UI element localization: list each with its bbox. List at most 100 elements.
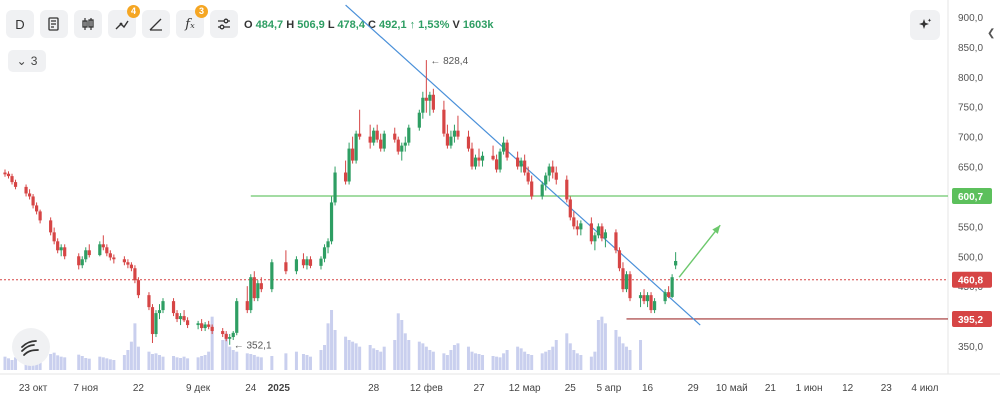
volume-bar [477, 354, 481, 370]
chart-type-button[interactable] [74, 10, 102, 38]
chevron-left-icon[interactable]: ❮ [987, 28, 996, 39]
candle-body [305, 259, 309, 266]
y-tick-label: 550,0 [958, 222, 983, 233]
y-tick-label: 350,0 [958, 342, 983, 353]
candle-body [544, 175, 548, 185]
candle-body [417, 112, 421, 128]
candle-body [329, 202, 334, 242]
candle-body [368, 136, 372, 143]
candle-body [38, 211, 42, 221]
candle-body [308, 259, 313, 266]
volume-bar [207, 351, 211, 370]
volume-bar [203, 355, 207, 370]
y-tick-label: 700,0 [958, 133, 983, 144]
candle-body [35, 205, 39, 212]
volume-bar [368, 345, 372, 370]
volume-bar [182, 356, 186, 370]
notes-button[interactable] [40, 10, 68, 38]
candle-body [333, 172, 337, 203]
candle-body [13, 182, 18, 187]
candle-body [354, 133, 358, 161]
candle-body [649, 295, 653, 311]
candle-body [231, 332, 235, 338]
candle-body [326, 241, 330, 248]
candle-body [77, 256, 81, 266]
candle-body [428, 94, 432, 101]
candle-body [358, 133, 362, 137]
x-tick-label: 12 фев [410, 382, 443, 394]
candle-body [628, 274, 632, 299]
volume-bar [179, 358, 183, 370]
candle-body [477, 157, 481, 161]
volume-bar [256, 356, 260, 370]
settings-button[interactable] [210, 10, 238, 38]
candle-body [122, 259, 126, 263]
volume-bar [624, 346, 628, 370]
volume-bar [270, 356, 274, 370]
volume-bar [466, 346, 470, 370]
candle-body [284, 262, 288, 272]
candle-body [565, 179, 569, 200]
candle-body [470, 148, 474, 167]
volume-key: V [452, 19, 460, 31]
candle-body [185, 320, 190, 326]
volume-bar [407, 340, 411, 370]
volume-bar [305, 355, 309, 370]
volume-bar [428, 350, 432, 370]
indicators-button[interactable]: 4 [108, 5, 140, 38]
candle-body [52, 232, 56, 242]
volume-bar [245, 353, 249, 370]
volume-bar [639, 340, 643, 370]
support-tag-bg [952, 310, 992, 327]
interval-button[interactable]: D [6, 10, 34, 38]
current-price-tag-bg [952, 271, 992, 288]
candle-body [663, 292, 667, 302]
logo-icon [21, 340, 39, 356]
candle-body [516, 157, 520, 167]
x-tick-label: 21 [765, 383, 777, 394]
candle-body [456, 130, 460, 137]
candle-body [133, 268, 137, 281]
logo [12, 328, 50, 366]
candle-body [480, 155, 485, 161]
x-tick-label: 10 май [716, 383, 748, 394]
resistance-tag-label: 600,7 [958, 192, 983, 203]
candle-body [519, 160, 523, 167]
volume-bar [554, 340, 558, 370]
support-tag-label: 395,2 [958, 315, 983, 326]
candle-body [600, 226, 604, 239]
x-tick-label: 4 июл [911, 383, 938, 394]
y-tick-label: 800,0 [958, 73, 983, 84]
collapse-indicators-button[interactable]: ⌄ 3 [8, 50, 46, 72]
close-value: 492,1 [379, 19, 407, 31]
candle-body [136, 280, 141, 296]
volume-bar [147, 351, 151, 370]
volume-bar [59, 356, 63, 370]
candle-body [473, 157, 478, 167]
candle-body [270, 262, 274, 290]
ai-assistant-button[interactable] [910, 10, 940, 40]
candle-body [147, 295, 151, 308]
candle-body [540, 184, 544, 197]
drawing-button[interactable] [142, 10, 170, 38]
candle-body [157, 310, 162, 314]
candle-body [421, 97, 425, 113]
volume-bar [375, 350, 379, 370]
interval-label: D [15, 16, 25, 32]
volume-bar [593, 351, 597, 370]
volume-bar [505, 350, 509, 370]
candle-body [80, 259, 84, 266]
volume-bar [516, 346, 520, 370]
volume-bar [442, 353, 446, 370]
volume-bar [495, 356, 499, 370]
candle-body [621, 268, 625, 290]
y-tick-label: 500,0 [958, 252, 983, 263]
volume-bar [49, 354, 53, 370]
formula-button[interactable]: fₓ 3 [176, 5, 208, 38]
volume-bar [470, 351, 474, 370]
volume-bar [200, 356, 204, 370]
y-tick-label: 850,0 [958, 43, 983, 54]
volume-bar [568, 343, 572, 370]
volume-bar [330, 310, 334, 370]
